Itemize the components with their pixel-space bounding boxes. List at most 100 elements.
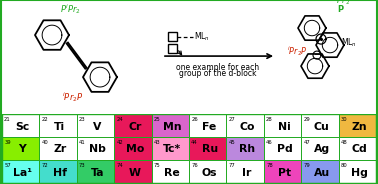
Text: 29: 29 bbox=[304, 117, 310, 122]
Text: Nb: Nb bbox=[89, 144, 106, 155]
Text: $^i$Pr$_2$P: $^i$Pr$_2$P bbox=[62, 90, 84, 104]
Text: P$^i$Pr$_2$: P$^i$Pr$_2$ bbox=[60, 2, 81, 16]
Text: $^i$Pr$_2$: $^i$Pr$_2$ bbox=[335, 0, 350, 7]
Text: 76: 76 bbox=[191, 163, 198, 168]
Text: 45: 45 bbox=[229, 140, 235, 145]
Text: 39: 39 bbox=[4, 140, 11, 145]
Text: 42: 42 bbox=[116, 140, 123, 145]
Text: Sc: Sc bbox=[15, 121, 29, 132]
Bar bbox=[2, 137, 39, 160]
Text: Ta: Ta bbox=[91, 167, 104, 178]
Bar bbox=[339, 160, 376, 183]
Text: Re: Re bbox=[164, 167, 180, 178]
Bar bbox=[226, 160, 264, 183]
Text: Pd: Pd bbox=[277, 144, 292, 155]
Bar bbox=[168, 32, 177, 41]
Text: Os: Os bbox=[202, 167, 217, 178]
Text: Ni: Ni bbox=[278, 121, 291, 132]
Text: Mn: Mn bbox=[163, 121, 181, 132]
Bar bbox=[339, 114, 376, 137]
Text: one example for each: one example for each bbox=[177, 63, 260, 72]
Bar bbox=[114, 160, 152, 183]
Text: Au: Au bbox=[314, 167, 330, 178]
Bar bbox=[189, 160, 226, 183]
Text: 40: 40 bbox=[42, 140, 48, 145]
Text: 24: 24 bbox=[116, 117, 123, 122]
Text: 75: 75 bbox=[154, 163, 161, 168]
Text: 41: 41 bbox=[79, 140, 86, 145]
Text: Hf: Hf bbox=[53, 167, 67, 178]
Bar bbox=[226, 114, 264, 137]
Text: 46: 46 bbox=[266, 140, 273, 145]
Bar bbox=[39, 137, 77, 160]
Bar bbox=[39, 114, 77, 137]
Text: Rh: Rh bbox=[239, 144, 255, 155]
Text: 73: 73 bbox=[79, 163, 85, 168]
Text: Fe: Fe bbox=[203, 121, 217, 132]
Text: Zn: Zn bbox=[352, 121, 367, 132]
Text: Ti: Ti bbox=[54, 121, 65, 132]
Text: 79: 79 bbox=[304, 163, 310, 168]
Text: 72: 72 bbox=[42, 163, 48, 168]
Text: ML$_n$: ML$_n$ bbox=[341, 37, 357, 49]
Bar bbox=[152, 160, 189, 183]
Text: 48: 48 bbox=[341, 140, 348, 145]
Text: V: V bbox=[93, 121, 102, 132]
Text: Y: Y bbox=[19, 144, 26, 155]
Bar bbox=[168, 44, 177, 53]
Text: 78: 78 bbox=[266, 163, 273, 168]
Text: Hg: Hg bbox=[351, 167, 368, 178]
Text: P: P bbox=[337, 5, 343, 14]
Text: 21: 21 bbox=[4, 117, 11, 122]
Text: 30: 30 bbox=[341, 117, 347, 122]
Text: Cr: Cr bbox=[128, 121, 141, 132]
Text: Ir: Ir bbox=[242, 167, 252, 178]
Bar bbox=[2, 114, 39, 137]
Bar bbox=[264, 114, 301, 137]
Text: Mo: Mo bbox=[125, 144, 144, 155]
Bar bbox=[226, 137, 264, 160]
Text: 23: 23 bbox=[79, 117, 85, 122]
Text: W: W bbox=[129, 167, 141, 178]
Text: −: − bbox=[313, 51, 321, 60]
Text: Cu: Cu bbox=[314, 121, 330, 132]
Text: 27: 27 bbox=[229, 117, 235, 122]
Bar bbox=[301, 137, 339, 160]
Bar bbox=[77, 137, 114, 160]
Text: 57: 57 bbox=[4, 163, 11, 168]
Text: 77: 77 bbox=[229, 163, 235, 168]
Text: Pt: Pt bbox=[278, 167, 291, 178]
Text: Cd: Cd bbox=[352, 144, 367, 155]
Bar bbox=[264, 137, 301, 160]
Bar bbox=[189, 114, 226, 137]
Bar bbox=[114, 114, 152, 137]
Text: 22: 22 bbox=[42, 117, 48, 122]
Bar bbox=[189, 137, 226, 160]
Text: 47: 47 bbox=[304, 140, 310, 145]
Text: 26: 26 bbox=[191, 117, 198, 122]
Text: Tc*: Tc* bbox=[163, 144, 181, 155]
Text: 43: 43 bbox=[154, 140, 160, 145]
Bar bbox=[152, 114, 189, 137]
Text: group of the d-block: group of the d-block bbox=[179, 69, 257, 78]
Text: La¹: La¹ bbox=[13, 167, 32, 178]
Text: Ag: Ag bbox=[314, 144, 330, 155]
Text: 25: 25 bbox=[154, 117, 161, 122]
Bar bbox=[114, 137, 152, 160]
Text: Zr: Zr bbox=[53, 144, 67, 155]
Bar bbox=[301, 160, 339, 183]
Text: 28: 28 bbox=[266, 117, 273, 122]
Bar bbox=[301, 114, 339, 137]
Text: 74: 74 bbox=[116, 163, 123, 168]
Text: Ru: Ru bbox=[201, 144, 218, 155]
Bar bbox=[339, 137, 376, 160]
Bar bbox=[264, 160, 301, 183]
Text: $^i$Pr$_2$P: $^i$Pr$_2$P bbox=[287, 44, 308, 58]
Bar bbox=[77, 160, 114, 183]
Bar bbox=[152, 137, 189, 160]
Bar bbox=[39, 160, 77, 183]
Text: Co: Co bbox=[239, 121, 255, 132]
Text: ML$_n$: ML$_n$ bbox=[194, 30, 210, 43]
Text: 44: 44 bbox=[191, 140, 198, 145]
Bar bbox=[77, 114, 114, 137]
